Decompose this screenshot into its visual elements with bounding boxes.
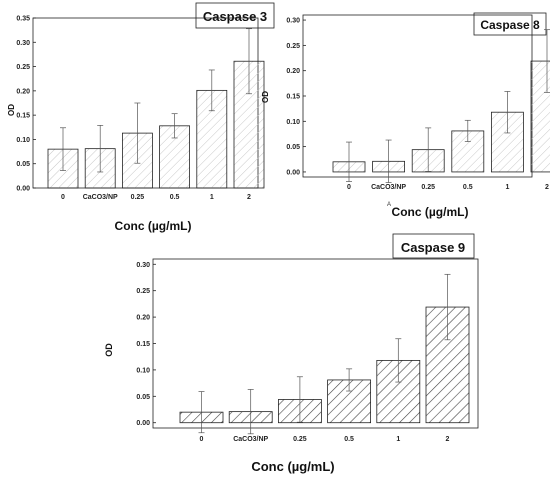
x-tick-label: 0.5 [344,436,354,443]
x-tick-label: CaCO3/NP [371,184,406,191]
x-tick-label: 0 [61,194,65,201]
y-tick-label: 0.00 [16,186,30,193]
x-tick-label: CaCO3/NP [233,436,268,443]
chart-caspase-8: Caspase 8 OD A Conc (µg/mL) 0.00 0.05 0.10… [261,12,550,219]
annotation-label: A [387,202,391,208]
x-tick-label: 1 [505,184,509,191]
title-box [195,2,275,29]
y-tick-label: 0.30 [136,262,150,269]
title-box [392,233,475,259]
x-axis-label: Conc (µg/mL) [115,219,192,233]
y-tick-label: 0.25 [136,288,150,295]
x-tick-label: 0.25 [421,184,435,191]
x-axis-label: Conc (µg/mL) [251,459,334,474]
x-tick-label: 0 [200,436,204,443]
chart-caspase-3: Caspase 3 OD Conc (µg/mL) 0.000.050.100.… [7,2,275,233]
y-axis-label: OD [7,104,16,116]
y-axis-label: OD [104,343,114,357]
x-tick-label: 0.5 [463,184,473,191]
y-tick-label: 0.05 [286,144,300,151]
plot-area: 0.00 0.05 0.10 0.15 0.20 0.25 0.30 0.35 0 CaCO3/N… [16,16,265,201]
chart-title: Caspase 3 [203,9,267,24]
y-tick-label: 0.25 [286,43,300,50]
y-tick-label: 0.10 [136,367,150,374]
plot-area: 0.00 0.05 0.10 0.15 0.20 0.25 0.30 0 CaCO3/NP 0.2… [136,258,479,443]
x-tick-label: 2 [545,184,549,191]
y-tick-label: 0.20 [286,68,300,75]
y-tick-label: 0.15 [286,94,300,101]
y-axis-label: OD [261,91,270,103]
y-tick-label: 0.30 [16,40,30,47]
chart-caspase-9: Caspase 9 OD Conc (µg/mL) 0.000.050.100.… [104,233,479,474]
x-tick-label: 0 [347,184,351,191]
x-axis-label: Conc (µg/mL) [392,205,469,219]
x-tick-label: CaCO3/NP [83,194,118,201]
plot-area: 0.00 0.05 0.10 0.15 0.20 0.25 0.30 0 CaCO3/NP 0.2… [286,14,550,191]
y-tick-label: 0.00 [286,169,300,176]
chart-title: Caspase 9 [401,240,465,255]
y-tick-label: 0.20 [136,315,150,322]
x-tick-label: 2 [247,194,251,201]
title-box [473,12,547,36]
y-tick-label: 0.15 [16,113,30,120]
y-tick-label: 0.30 [286,18,300,25]
y-tick-label: 0.15 [136,341,150,348]
y-tick-label: 0.00 [136,420,150,427]
y-tick-label: 0.10 [16,137,30,144]
chart-title: Caspase 8 [480,18,540,32]
y-tick-label: 0.20 [16,88,30,95]
bar [451,130,485,173]
y-tick-label: 0.25 [16,64,30,71]
y-tick-label: 0.05 [136,394,150,401]
x-tick-label: 0.5 [170,194,180,201]
y-tick-label: 0.10 [286,119,300,126]
x-tick-label: 1 [210,194,214,201]
x-tick-label: 1 [396,436,400,443]
x-tick-label: 0.25 [293,436,307,443]
x-tick-label: 0.25 [131,194,145,201]
y-tick-label: 0.05 [16,161,30,168]
x-tick-label: 2 [446,436,450,443]
y-tick-label: 0.35 [16,16,30,23]
